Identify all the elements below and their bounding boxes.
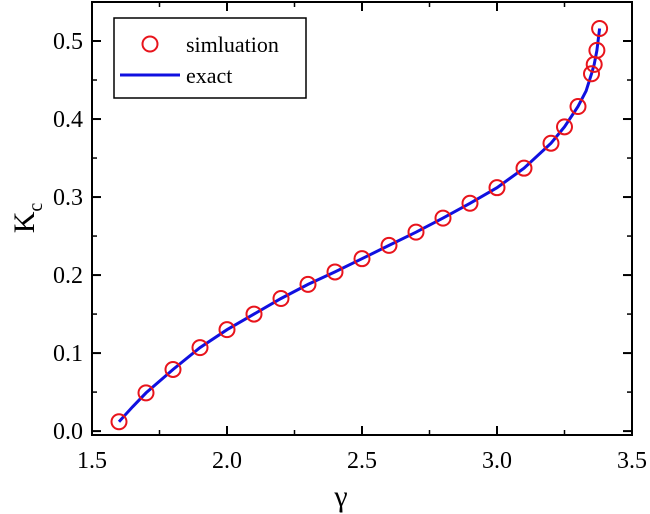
data-point [407, 223, 425, 241]
x-tick-label: 2.5 [347, 448, 377, 474]
data-point [110, 413, 128, 431]
x-tick-labels: 1.5 2.0 2.5 3.0 3.5 [77, 448, 647, 474]
data-point [164, 360, 182, 378]
y-tick-label: 0.4 [53, 107, 83, 133]
data-point [191, 339, 209, 357]
legend-box [113, 17, 307, 99]
series-markers-simulation [110, 20, 609, 431]
y-tick-label: 0.1 [53, 341, 83, 367]
axis-ticks [91, 1, 633, 435]
svg-text:Kc: Kc [8, 203, 47, 234]
data-point [218, 321, 236, 339]
data-point [583, 65, 600, 83]
data-point [326, 263, 344, 281]
legend-label-exact: exact [186, 63, 232, 88]
y-tick-labels: 0.0 0.1 0.2 0.3 0.4 0.5 [53, 29, 83, 445]
data-point [588, 41, 606, 59]
y-axis-title-main: K [8, 211, 41, 233]
x-axis-title: γ [333, 480, 347, 513]
data-point [434, 209, 452, 227]
y-tick-label: 0.2 [53, 263, 83, 289]
data-point [591, 20, 609, 38]
y-axis-title: Kc [8, 203, 47, 234]
x-tick-label: 3.0 [482, 448, 512, 474]
data-point [515, 159, 533, 177]
x-tick-label: 2.0 [212, 448, 242, 474]
data-point [380, 236, 398, 254]
y-tick-label: 0.3 [53, 185, 83, 211]
data-point [299, 275, 317, 293]
data-point [488, 179, 506, 197]
legend-label-simulation: simluation [186, 32, 279, 57]
legend-marker-simulation [141, 35, 159, 53]
data-point [272, 289, 290, 307]
data-point [245, 305, 263, 323]
data-point [556, 118, 573, 136]
data-point [353, 250, 371, 268]
y-tick-label: 0.5 [53, 29, 83, 55]
data-point [461, 194, 479, 212]
data-point [542, 134, 560, 152]
y-axis-title-subscript: c [25, 203, 47, 212]
x-tick-label: 3.5 [617, 448, 647, 474]
series-line-exact [117, 28, 602, 423]
legend: simluation exact [113, 17, 307, 99]
data-point [137, 384, 155, 402]
y-tick-label: 0.0 [53, 419, 83, 445]
data-point [569, 98, 587, 116]
x-tick-label: 1.5 [77, 448, 107, 474]
